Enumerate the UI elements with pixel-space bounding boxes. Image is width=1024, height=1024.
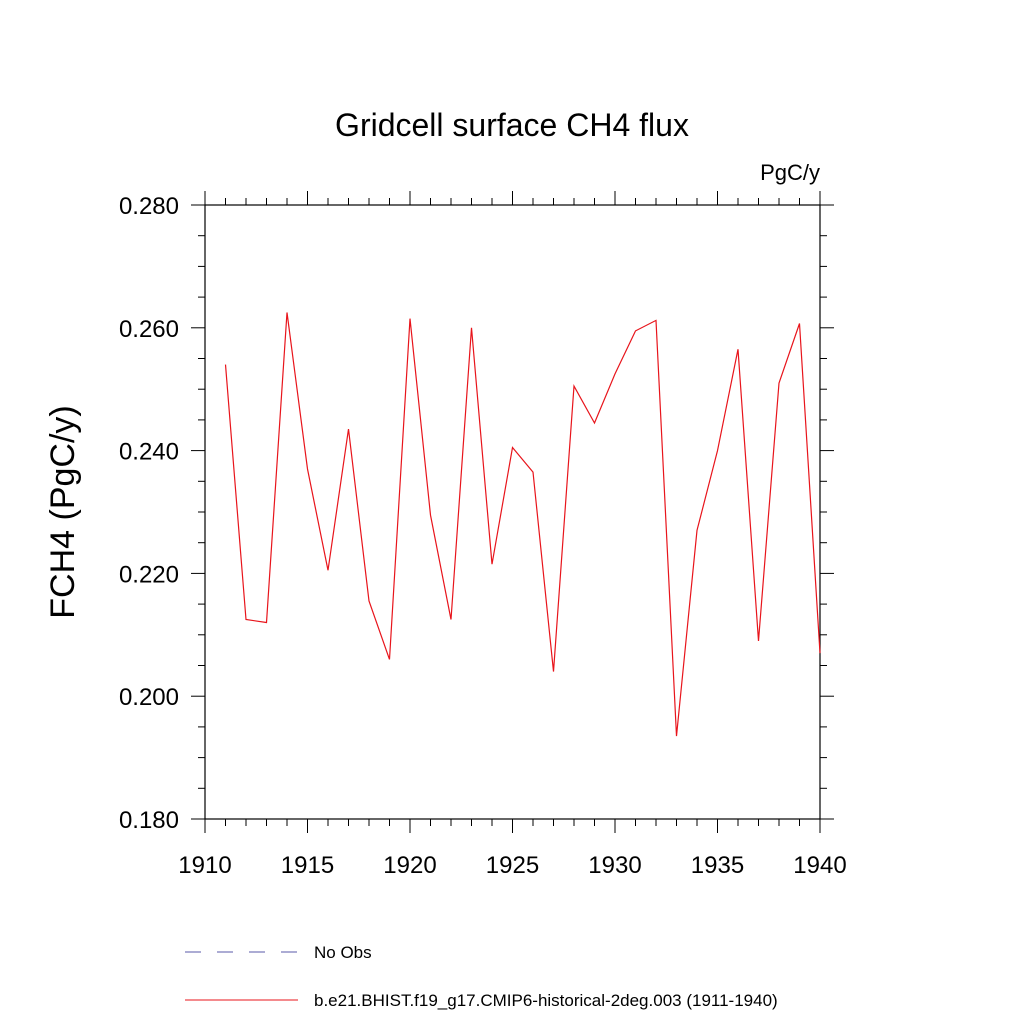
y-tick-label: 0.200: [119, 684, 179, 711]
x-tick-label: 1915: [281, 852, 334, 879]
series-layer: [224, 312, 821, 737]
x-tick-label: 1940: [793, 852, 846, 879]
y-tick-label: 0.260: [119, 316, 179, 343]
plot-frame: [204, 204, 821, 820]
x-tick-label: 1935: [691, 852, 744, 879]
y-tick-label: 0.220: [119, 561, 179, 588]
y-tick-label: 0.240: [119, 439, 179, 466]
chart-title: Gridcell surface CH4 flux: [335, 107, 689, 143]
x-tick-label: 1910: [178, 852, 231, 879]
x-tick-label: 1925: [486, 852, 539, 879]
x-tick-label: 1920: [383, 852, 436, 879]
y-axis-label: FCH4 (PgC/y): [44, 405, 82, 618]
legend-label: No Obs: [314, 943, 372, 962]
tick-labels: 1910 1915 1920 1925 1930 1935 1940 0.180 0.200 0.…: [119, 193, 847, 879]
y-tick-label: 0.280: [119, 193, 179, 220]
legend: No Obs b.e21.BHIST.f19_g17.CMIP6-historic…: [185, 943, 778, 1010]
x-tick-label: 1930: [588, 852, 641, 879]
units-label: PgC/y: [760, 160, 820, 185]
y-tick-label: 0.180: [119, 807, 179, 834]
legend-label: b.e21.BHIST.f19_g17.CMIP6-historical-2de…: [314, 991, 778, 1010]
axis-ticks: [191, 191, 834, 833]
series-line: [224, 312, 821, 737]
